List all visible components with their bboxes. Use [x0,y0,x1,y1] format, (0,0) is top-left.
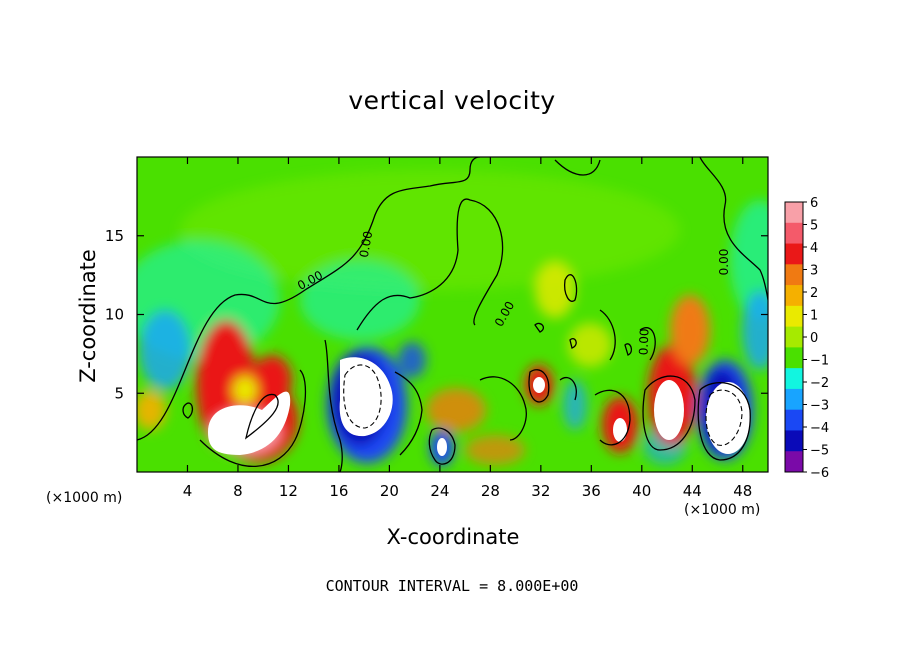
x-tick-label: 8 [233,482,243,500]
y-tick-label: 10 [105,306,124,324]
x-tick-label: 20 [380,482,399,500]
colorbar-swatch [785,285,803,307]
core-right-warm [654,380,684,440]
colorbar-tick-label: 0 [810,331,818,346]
core-left [208,391,291,455]
contour-label: 0.00 [637,328,652,355]
colorbar-swatch [785,222,803,245]
colorbar-tick-label: 5 [810,219,818,234]
chart-title: vertical velocity [348,86,556,115]
colorbar-tick-label: 4 [810,241,818,256]
contour-lines [137,157,768,472]
colorbar-swatch [785,409,803,431]
colorbar-swatch [785,202,803,224]
contour-label: 0.00 [357,230,375,259]
colorbar-swatch [785,388,803,411]
colorbar-swatch [785,368,803,390]
colorbar-tick-label: −6 [810,466,829,481]
x-tick-label: 12 [279,482,298,500]
x-axis-label: X-coordinate [386,525,520,549]
colorbar-swatch [785,347,803,369]
colorbar-tick-label: −3 [810,399,829,414]
x-tick-label: 36 [582,482,601,500]
x-tick-label: 32 [531,482,550,500]
colorbar-tick-label: −1 [810,354,829,369]
colorbar-tick-label: 2 [810,286,818,301]
core-small-1 [437,438,447,456]
x-unit-label-right: (×1000 m) [684,502,761,518]
y-tick-label: 5 [114,384,124,402]
x-tick-label: 48 [733,482,752,500]
colorbar-swatch [785,326,803,348]
x-tick-label: 24 [430,482,449,500]
colorbar-swatch [785,305,803,328]
core-small-3 [613,418,627,442]
colorbar-tick-label: −5 [810,444,829,459]
colorbar-swatch [785,430,803,452]
colorbar: 6 5 4 3 2 1 0 −1 −2 −3 −4 −5 −6 [784,196,829,481]
plot-area [137,157,768,472]
x-tick-label: 4 [183,482,193,500]
colorbar-swatch [785,264,803,286]
y-tick-label: 15 [105,227,124,245]
x-tick-label: 16 [329,482,348,500]
colorbar-swatch [785,243,803,265]
x-unit-label-left: (×1000 m) [46,490,123,506]
contour-interval-note: CONTOUR INTERVAL = 8.000E+00 [325,577,579,595]
core-small-2 [533,377,545,393]
colorbar-swatch [785,451,803,473]
x-tick-label: 44 [683,482,702,500]
colorbar-tick-label: −4 [810,421,829,436]
x-tick-label: 28 [481,482,500,500]
colorbar-tick-label: −2 [810,376,829,391]
x-axis: 4 8 12 16 20 24 28 32 36 40 44 48 [183,157,752,500]
dashed-contours [343,364,743,446]
colorbar-tick-label: 6 [810,196,818,211]
core-center [339,357,393,437]
colorbar-tick-label: 1 [810,309,818,324]
contour-label: 0.00 [717,249,731,276]
colorbar-tick-label: 3 [810,264,818,279]
x-tick-label: 40 [632,482,651,500]
y-axis: 5 10 15 [105,227,768,402]
